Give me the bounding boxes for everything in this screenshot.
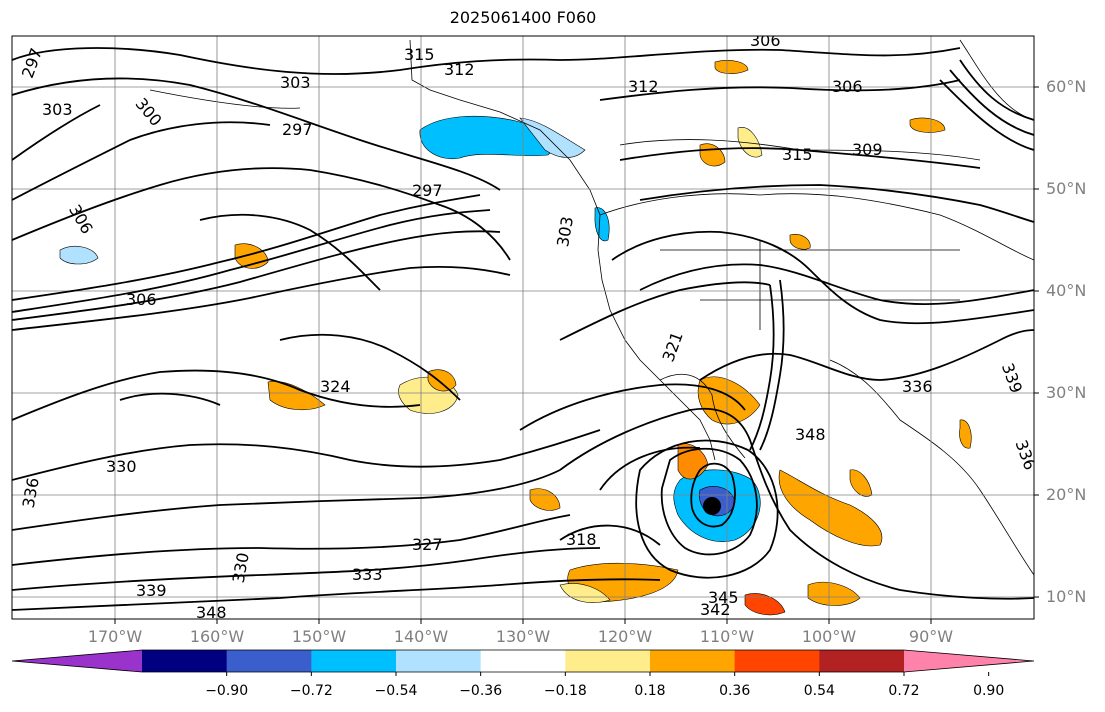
contour-label: 342: [700, 600, 731, 619]
colorbar-extend-max: [904, 650, 1034, 672]
lon-label: 90°W: [908, 627, 954, 646]
shaded-field: [59, 60, 972, 616]
colorbar-swatch: [311, 650, 397, 672]
colorbar-outline: [11, 649, 1035, 673]
colorbar-tick-label: −0.72: [289, 683, 333, 699]
lon-label: 140°W: [393, 627, 449, 646]
contour-label: 315: [404, 45, 435, 64]
lat-label: 60°N: [1046, 77, 1087, 96]
contour-label: 324: [320, 377, 351, 396]
contour-label: 330: [106, 457, 137, 476]
contour-label: 297: [282, 120, 313, 139]
colorbar-tick-label: −0.18: [543, 683, 587, 699]
contour-label: 312: [444, 60, 475, 79]
contour-label: 309: [852, 140, 883, 159]
contour-label: 303: [42, 100, 73, 119]
contour-label: 318: [566, 530, 597, 549]
colorbar-tick-label: −0.36: [459, 683, 503, 699]
colorbar-swatch: [142, 650, 228, 672]
lat-label: 50°N: [1046, 179, 1087, 198]
colorbar: [11, 649, 1035, 676]
contour-label: 339: [136, 581, 167, 600]
colorbar-tick-label: −0.54: [374, 683, 418, 699]
colorbar-swatch: [226, 650, 312, 672]
lon-label: 160°W: [189, 627, 245, 646]
colorbar-swatch: [396, 650, 482, 672]
colorbar-tick-label: 0.72: [888, 683, 920, 699]
lon-label: 120°W: [597, 627, 653, 646]
lon-label: 100°W: [801, 627, 857, 646]
colorbar-tick-label: 0.54: [803, 683, 835, 699]
colorbar-tick-label: 0.36: [719, 683, 751, 699]
contour-label: 336: [902, 377, 933, 396]
colorbar-swatch: [734, 650, 820, 672]
contour-label: 297: [412, 181, 443, 200]
lon-label: 150°W: [291, 627, 347, 646]
lon-label: 170°W: [87, 627, 143, 646]
contour-label: 306: [126, 290, 157, 309]
contour-label: 333: [352, 565, 383, 584]
colorbar-swatch: [819, 650, 905, 672]
coastlines: [149, 39, 1034, 576]
contour-label: 312: [628, 77, 659, 96]
map-title: 2025061400 F060: [449, 8, 597, 27]
contour-label: 306: [750, 31, 781, 50]
contour-label: 306: [832, 77, 863, 96]
lat-label: 30°N: [1046, 383, 1087, 402]
colorbar-extend-min: [12, 650, 142, 672]
contour-label: 303: [280, 73, 311, 92]
lon-label: 110°W: [699, 627, 755, 646]
colorbar-swatch: [650, 650, 736, 672]
contour-label: 348: [196, 603, 227, 622]
contour-label: 315: [782, 145, 813, 164]
contour-label: 345: [708, 588, 739, 607]
lat-label: 40°N: [1046, 281, 1087, 300]
colorbar-tick-label: −0.90: [205, 683, 249, 699]
contour-label: 327: [412, 535, 443, 554]
lat-label: 10°N: [1046, 587, 1087, 606]
axis-ticks: [114, 86, 1039, 624]
lon-label: 130°W: [495, 627, 551, 646]
colorbar-swatch: [565, 650, 651, 672]
gridlines: [12, 36, 1034, 619]
contour-label: 348: [795, 425, 826, 444]
colorbar-tick-label: 0.90: [973, 683, 1005, 699]
contour-lines: [12, 47, 1034, 611]
lat-label: 20°N: [1046, 485, 1087, 504]
colorbar-tick-label: 0.18: [634, 683, 666, 699]
colorbar-swatch: [480, 650, 566, 672]
